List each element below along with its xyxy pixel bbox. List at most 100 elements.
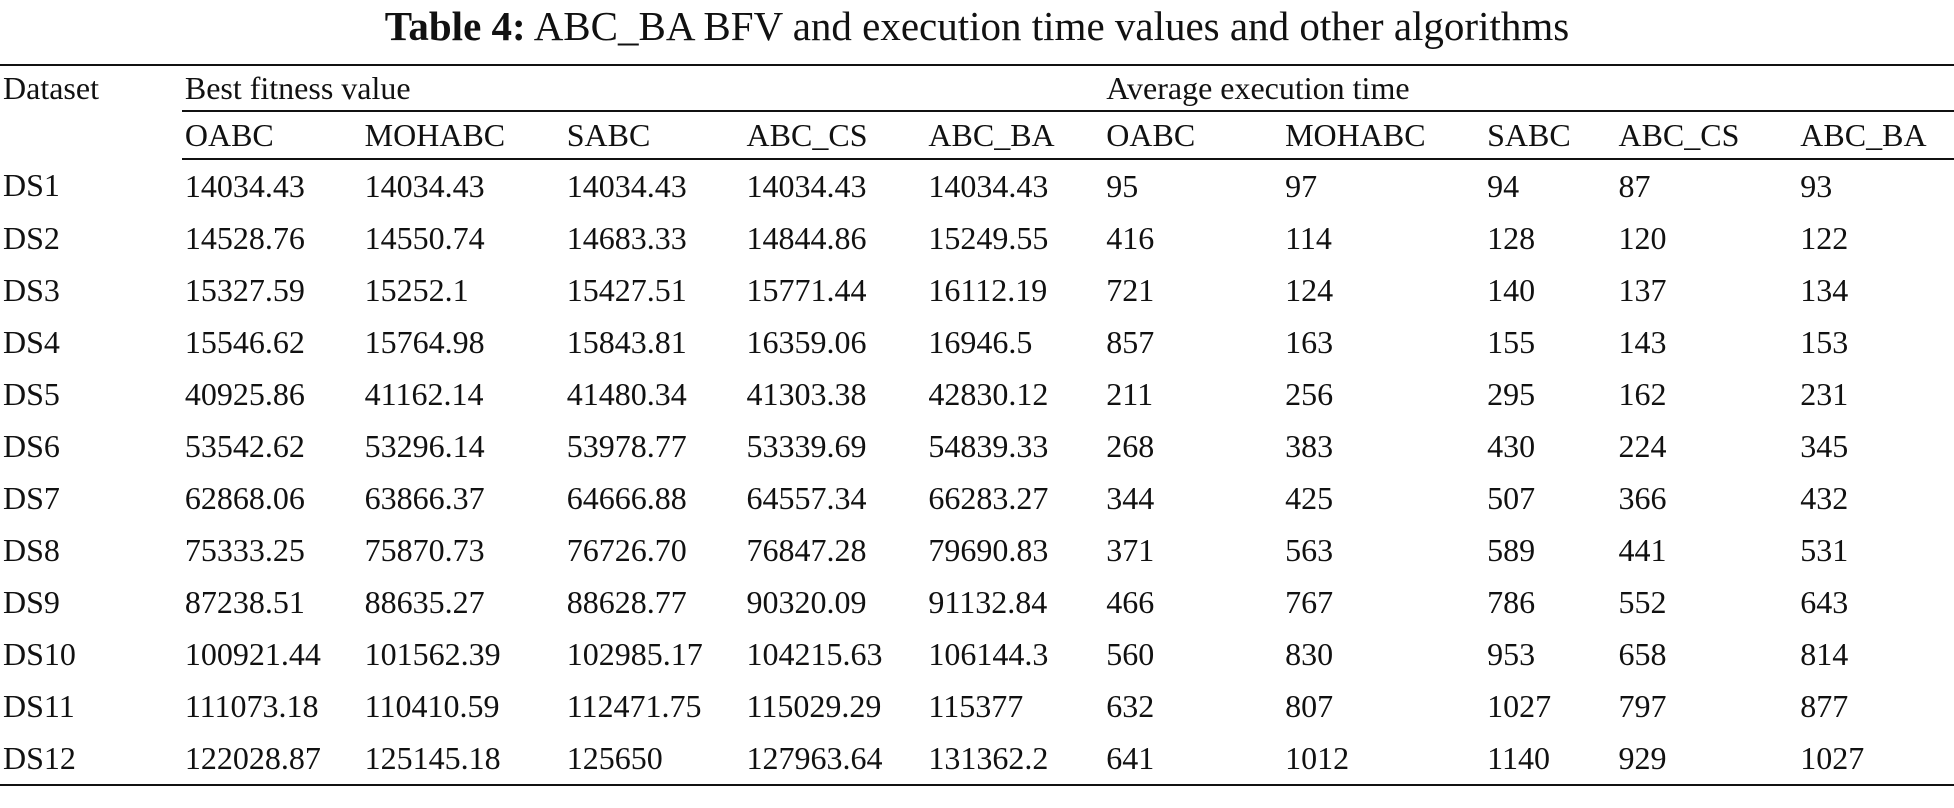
- value-cell: 14550.74: [364, 219, 485, 256]
- table-row: DS6 53542.62 53296.14 53978.77 53339.69 54839…: [0, 420, 1954, 472]
- dataset-cell: DS4: [3, 323, 60, 360]
- value-cell: 41303.38: [746, 375, 867, 412]
- table-row: DS4 15546.62 15764.98 15843.81 16359.06 16946…: [0, 316, 1954, 368]
- value-cell: 14683.33: [566, 219, 687, 256]
- value-cell: 1027: [1487, 687, 1552, 724]
- value-cell: 16359.06: [746, 323, 867, 360]
- value-cell: 53339.69: [746, 427, 867, 464]
- value-cell: 14034.43: [566, 167, 687, 204]
- value-cell: 64666.88: [566, 479, 687, 516]
- value-cell: 127963.64: [743, 732, 926, 786]
- value-cell: 90320.09: [746, 583, 867, 620]
- value-cell: 75870.73: [364, 531, 485, 568]
- value-cell: 63866.37: [364, 479, 485, 516]
- value-cell: 76847.28: [746, 531, 867, 568]
- value-cell: 79690.83: [928, 531, 1049, 568]
- value-cell: 877: [1800, 687, 1849, 724]
- value-cell: 94: [1487, 167, 1520, 204]
- value-cell: 797: [1618, 687, 1667, 724]
- dataset-cell: DS8: [3, 531, 60, 568]
- value-cell: 814: [1800, 635, 1849, 672]
- value-cell: 42830.12: [928, 375, 1049, 412]
- value-cell: 16946.5: [928, 323, 1033, 360]
- value-cell: 15843.81: [566, 323, 687, 360]
- table-row: DS12 122028.87 125145.18 125650 127963.64 131…: [0, 732, 1954, 786]
- value-cell: 383: [1285, 427, 1334, 464]
- value-cell: 589: [1487, 531, 1536, 568]
- value-cell: 131362.2: [925, 732, 1104, 786]
- value-cell: 155: [1487, 323, 1536, 360]
- caption-label: Table 4:: [384, 3, 526, 49]
- value-cell: 14528.76: [184, 219, 305, 256]
- value-cell: 153: [1800, 323, 1849, 360]
- value-cell: 53978.77: [566, 427, 687, 464]
- value-cell: 66283.27: [928, 479, 1049, 516]
- value-cell: 125145.18: [361, 732, 564, 786]
- value-cell: 15327.59: [184, 271, 305, 308]
- value-cell: 134: [1800, 271, 1849, 308]
- value-cell: 425: [1285, 479, 1334, 516]
- column-header-row: OABC MOHABC SABC ABC_CS ABC_BA OABC MOHA…: [0, 111, 1954, 160]
- value-cell: 14034.43: [746, 167, 867, 204]
- group-header-best-fitness: Best fitness value: [181, 64, 1104, 112]
- value-cell: 124: [1285, 271, 1334, 308]
- value-cell: 14034.43: [364, 167, 485, 204]
- value-cell: 552: [1618, 583, 1667, 620]
- value-cell: 295: [1487, 375, 1536, 412]
- dataset-cell: DS1: [3, 167, 60, 203]
- value-cell: 53296.14: [364, 427, 485, 464]
- value-cell: 15771.44: [746, 271, 867, 308]
- table-row: DS10 100921.44 101562.39 102985.17 104215.63…: [0, 628, 1954, 680]
- value-cell: 91132.84: [928, 583, 1048, 620]
- value-cell: 15252.1: [364, 271, 469, 308]
- dataset-cell: DS12: [0, 732, 182, 786]
- caption-text: ABC_BA BFV and execution time values and…: [533, 3, 1570, 49]
- dataset-cell: DS7: [3, 479, 60, 516]
- column-header: MOHABC: [1282, 111, 1485, 160]
- value-cell: 95: [1106, 167, 1139, 204]
- value-cell: 53542.62: [184, 427, 305, 464]
- value-cell: 122028.87: [181, 732, 362, 786]
- value-cell: 101562.39: [364, 635, 501, 672]
- value-cell: 41480.34: [566, 375, 687, 412]
- value-cell: 268: [1106, 427, 1155, 464]
- table-row: DS9 87238.51 88635.27 88628.77 90320.09 91132…: [0, 576, 1954, 628]
- table-row: DS2 14528.76 14550.74 14683.33 14844.86 15249…: [0, 212, 1954, 264]
- value-cell: 16112.19: [928, 271, 1048, 308]
- dataset-cell: DS10: [3, 635, 76, 672]
- value-cell: 231: [1800, 375, 1849, 412]
- value-cell: 115029.29: [746, 687, 882, 724]
- value-cell: 97: [1285, 167, 1318, 204]
- value-cell: 111073.18: [184, 687, 319, 724]
- value-cell: 140: [1487, 271, 1536, 308]
- group-header-row: Dataset Best fitness value Average execu…: [0, 64, 1954, 159]
- column-header: SABC: [563, 111, 744, 160]
- value-cell: 76726.70: [566, 531, 687, 568]
- value-cell: 14844.86: [746, 219, 867, 256]
- table-row: DS3 15327.59 15252.1 15427.51 15771.44 16112.…: [0, 264, 1954, 316]
- value-cell: 721: [1106, 271, 1155, 308]
- value-cell: 1140: [1484, 732, 1616, 786]
- value-cell: 256: [1285, 375, 1334, 412]
- value-cell: 104215.63: [746, 635, 883, 672]
- value-cell: 110410.59: [364, 687, 500, 724]
- value-cell: 15249.55: [928, 219, 1049, 256]
- value-cell: 122: [1800, 219, 1849, 256]
- value-cell: 88628.77: [566, 583, 687, 620]
- value-cell: 88635.27: [364, 583, 485, 620]
- value-cell: 93: [1800, 167, 1833, 204]
- value-cell: 507: [1487, 479, 1536, 516]
- results-table: Dataset Best fitness value Average execu…: [0, 64, 1954, 786]
- value-cell: 224: [1618, 427, 1667, 464]
- dataset-cell: DS2: [3, 219, 60, 256]
- column-header: ABC_CS: [1615, 111, 1798, 160]
- value-cell: 953: [1487, 635, 1536, 672]
- value-cell: 137: [1618, 271, 1667, 308]
- table-row: DS5 40925.86 41162.14 41480.34 41303.38 42830…: [0, 368, 1954, 420]
- value-cell: 432: [1800, 479, 1849, 516]
- value-cell: 632: [1106, 687, 1155, 724]
- column-header: OABC: [1103, 111, 1283, 160]
- value-cell: 416: [1106, 219, 1155, 256]
- value-cell: 441: [1618, 531, 1667, 568]
- dataset-cell: DS11: [3, 687, 75, 724]
